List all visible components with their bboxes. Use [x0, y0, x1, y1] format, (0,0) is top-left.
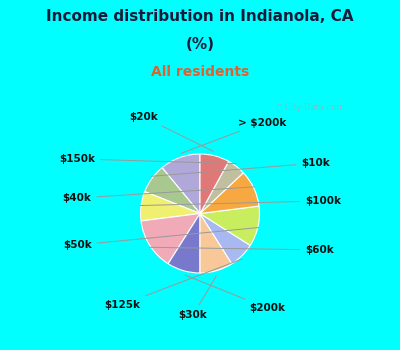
Wedge shape [162, 154, 200, 214]
Wedge shape [141, 214, 200, 264]
Wedge shape [200, 161, 243, 214]
Text: $125k: $125k [104, 259, 242, 309]
Text: Income distribution in Indianola, CA: Income distribution in Indianola, CA [46, 9, 354, 24]
Text: $60k: $60k [150, 245, 334, 255]
Text: $30k: $30k [179, 276, 216, 320]
Text: $200k: $200k [185, 275, 285, 313]
Text: $50k: $50k [63, 228, 259, 250]
Text: $100k: $100k [140, 196, 341, 206]
Text: All residents: All residents [151, 65, 249, 79]
Wedge shape [145, 168, 200, 214]
Wedge shape [200, 206, 260, 245]
Text: (%): (%) [186, 37, 214, 52]
Wedge shape [200, 214, 250, 264]
Text: > $200k: > $200k [181, 118, 287, 153]
Text: $10k: $10k [152, 158, 330, 176]
Wedge shape [200, 173, 259, 214]
Text: ⓘ City-Data.com: ⓘ City-Data.com [277, 103, 345, 112]
Text: $20k: $20k [129, 112, 213, 151]
Wedge shape [200, 214, 232, 273]
Wedge shape [168, 214, 200, 273]
Wedge shape [200, 154, 229, 214]
Wedge shape [140, 191, 200, 221]
Text: $150k: $150k [59, 154, 236, 164]
Text: $40k: $40k [63, 187, 254, 203]
